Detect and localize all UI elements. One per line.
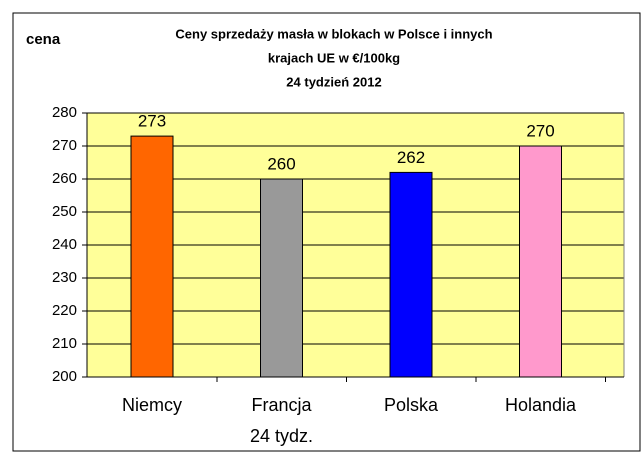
- y-tick-label: 270: [52, 137, 77, 154]
- x-tick-label: Niemcy: [122, 395, 182, 415]
- bar: [389, 171, 433, 378]
- bar: [519, 145, 562, 378]
- bar: [130, 135, 174, 378]
- chart-title: krajach UE w €/100kg: [268, 50, 400, 65]
- y-tick-label: 230: [52, 269, 77, 286]
- y-tick-label: 210: [52, 335, 77, 352]
- data-label: 270: [526, 121, 554, 140]
- chart-title: Ceny sprzedaży masła w blokach w Polsce …: [175, 26, 492, 41]
- data-label: 273: [138, 112, 166, 131]
- x-tick-label: Polska: [384, 395, 439, 415]
- x-tick-label: Holandia: [505, 395, 577, 415]
- data-label: 260: [267, 154, 295, 173]
- data-label: 262: [397, 148, 425, 167]
- y-tick-label: 260: [52, 170, 77, 187]
- y-tick-label: 200: [52, 368, 77, 385]
- y-tick-label: 280: [52, 104, 77, 121]
- y-tick-label: 250: [52, 203, 77, 220]
- x-tick-label: Francja: [251, 395, 312, 415]
- y-axis-label: cena: [26, 31, 61, 48]
- bar: [260, 178, 303, 378]
- x-axis-label: 24 tydz.: [250, 426, 313, 446]
- y-tick-label: 240: [52, 236, 77, 253]
- y-tick-label: 220: [52, 302, 77, 319]
- chart-title: 24 tydzień 2012: [286, 74, 381, 89]
